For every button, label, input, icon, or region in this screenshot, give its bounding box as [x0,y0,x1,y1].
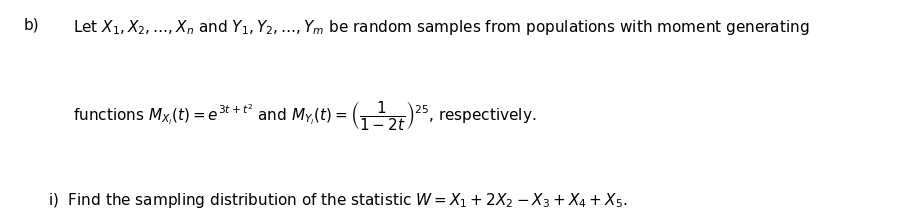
Text: i)  Find the sampling distribution of the statistic $W = X_1 + 2X_2 - X_3 + X_4 : i) Find the sampling distribution of the… [49,191,628,210]
Text: Let $X_1, X_2, \ldots, X_n$ and $Y_1, Y_2, \ldots, Y_m$ be random samples from p: Let $X_1, X_2, \ldots, X_n$ and $Y_1, Y_… [74,18,810,37]
Text: functions $M_{X_i}(t) = e^{3t+t^2}$ and $M_{Y_i}(t) = \left(\dfrac{1}{1-2t}\righ: functions $M_{X_i}(t) = e^{3t+t^2}$ and … [74,99,537,132]
Text: b): b) [24,18,40,33]
